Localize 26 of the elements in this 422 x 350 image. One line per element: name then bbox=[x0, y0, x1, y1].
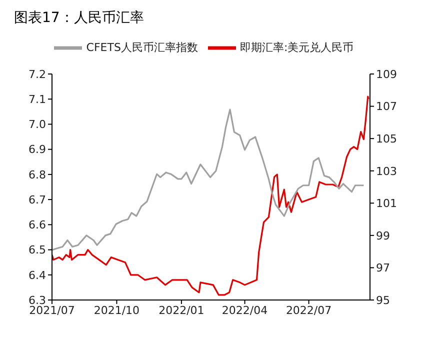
y-tick-label: 7.1 bbox=[28, 93, 46, 106]
y2-tick-label: 97 bbox=[376, 262, 390, 275]
line-series bbox=[52, 96, 370, 296]
x-tick-label: 2022/04 bbox=[222, 304, 268, 317]
y-tick-label: 6.5 bbox=[28, 244, 46, 257]
line-series bbox=[52, 108, 364, 251]
chart-title: 图表17：人民币汇率 bbox=[13, 9, 145, 28]
y-tick-label: 6.7 bbox=[28, 193, 46, 206]
x-tick-label: 2021/10 bbox=[94, 304, 140, 317]
legend-label: CFETS人民币汇率指数 bbox=[86, 41, 198, 54]
y2-tick-label: 103 bbox=[376, 164, 397, 178]
y2-tick-label: 105 bbox=[376, 132, 397, 146]
y2-tick-label: 99 bbox=[376, 229, 390, 242]
x-tick-label: 2022/01 bbox=[158, 304, 204, 317]
y-tick-label: 6.9 bbox=[28, 143, 46, 156]
legend-label: 即期汇率:美元兑人民币 bbox=[240, 41, 354, 54]
y2-tick-label: 107 bbox=[376, 100, 397, 114]
x-tick-label: 2022/07 bbox=[286, 304, 332, 317]
y-tick-label: 7.0 bbox=[28, 118, 46, 132]
y-tick-label: 6.6 bbox=[28, 218, 46, 232]
y2-tick-label: 101 bbox=[376, 197, 397, 210]
y2-tick-label: 95 bbox=[376, 294, 390, 307]
y-tick-label: 6.8 bbox=[28, 168, 46, 182]
y-tick-label: 7.2 bbox=[28, 68, 46, 81]
y-tick-label: 6.4 bbox=[28, 268, 46, 282]
y2-tick-label: 109 bbox=[376, 68, 397, 81]
